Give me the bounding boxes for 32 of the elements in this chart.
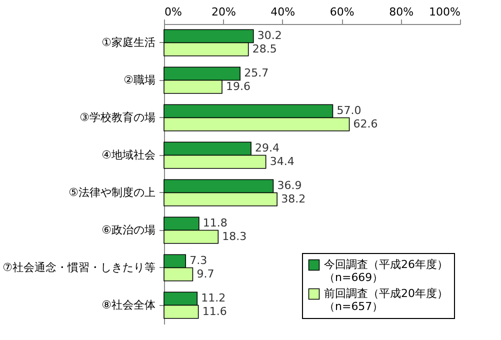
y-tick-label: ②職場 xyxy=(124,73,156,86)
x-tick-label: 100% xyxy=(429,6,460,18)
x-tick-label: 0% xyxy=(164,6,182,18)
data-label: 11.8 xyxy=(202,216,228,230)
data-label: 57.0 xyxy=(336,104,362,118)
x-tick-label: 60% xyxy=(330,6,354,18)
y-tick-label: ③学校教育の場 xyxy=(80,110,156,124)
data-label: 11.2 xyxy=(201,292,226,305)
data-label: 36.9 xyxy=(277,179,302,192)
data-label: 29.4 xyxy=(255,142,280,155)
y-tick-label: ⑦社会通念・慣習・しきたり等 xyxy=(2,260,156,274)
data-label: 11.6 xyxy=(202,304,227,318)
data-label: 18.3 xyxy=(222,230,247,243)
x-tick-label: 80% xyxy=(389,6,414,18)
legend-label: 今回調査（平成26年度）（n=669） xyxy=(324,258,448,284)
data-label: 7.3 xyxy=(190,254,208,268)
legend-label: 前回調査（平成20年度）（n=657） xyxy=(324,287,448,313)
data-label: 25.7 xyxy=(244,66,269,80)
data-label: 9.7 xyxy=(196,267,214,280)
data-label: 30.2 xyxy=(257,29,282,42)
data-label: 19.6 xyxy=(226,80,251,93)
x-tick-label: 40% xyxy=(270,6,296,18)
y-tick-label: ④地域社会 xyxy=(102,148,156,162)
data-label: 28.5 xyxy=(252,42,277,56)
y-tick-label: ①家庭生活 xyxy=(102,36,156,49)
y-tick-label: ⑤法律や制度の上 xyxy=(68,186,156,199)
data-label: 38.2 xyxy=(281,192,306,206)
data-label: 34.4 xyxy=(270,154,294,168)
y-tick-label: ⑥政治の場 xyxy=(102,223,156,236)
data-label: 62.6 xyxy=(353,117,378,130)
y-tick-label: ⑧社会全体 xyxy=(102,298,156,312)
x-tick-label: 20% xyxy=(211,6,236,18)
